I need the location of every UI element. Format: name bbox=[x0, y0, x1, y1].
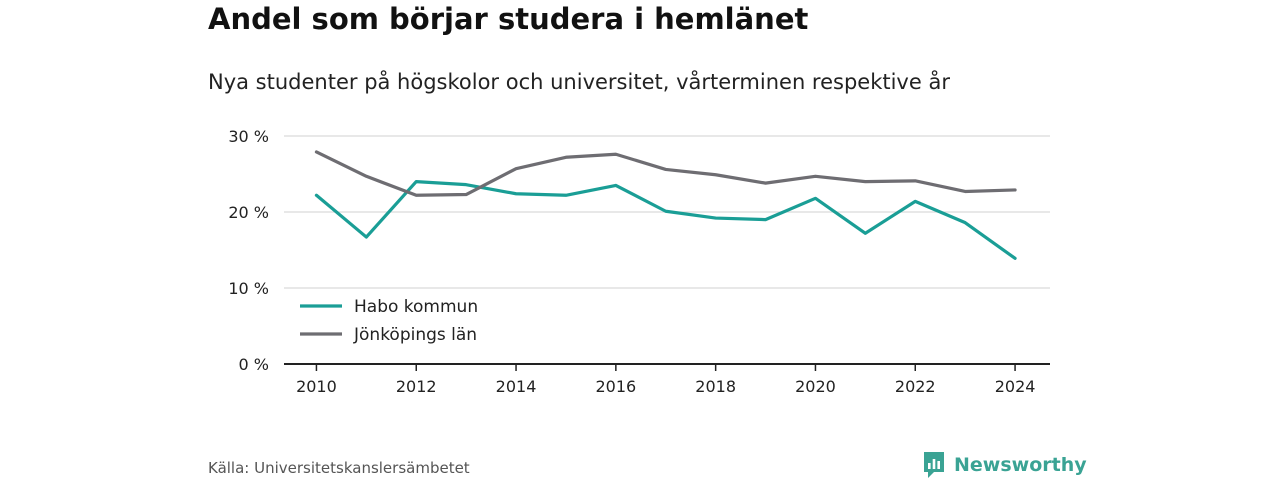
brand-name: Newsworthy bbox=[954, 454, 1087, 476]
series-line-jonkoping bbox=[314, 150, 1017, 197]
x-tick-label: 2022 bbox=[895, 377, 936, 396]
x-tick-label: 2016 bbox=[595, 377, 636, 396]
series-line-habo bbox=[314, 180, 1017, 260]
x-tick-label: 2012 bbox=[396, 377, 437, 396]
brand-logo: Newsworthy bbox=[922, 450, 1087, 480]
bar-chart-speech-icon bbox=[924, 452, 944, 478]
legend-label: Habo kommun bbox=[354, 297, 478, 317]
chart-subtitle: Nya studenter på högskolor och universit… bbox=[208, 70, 950, 94]
series-lines bbox=[314, 150, 1017, 260]
x-axis-labels: 2010 2012 2014 2016 2018 2020 2022 2024 bbox=[296, 377, 1035, 396]
source-note: Källa: Universitetskanslersämbetet bbox=[208, 459, 470, 477]
x-tick-label: 2010 bbox=[296, 377, 337, 396]
x-tick-label: 2014 bbox=[496, 377, 537, 396]
y-tick-label: 30 % bbox=[228, 127, 269, 146]
legend-label: Jönköpings län bbox=[353, 325, 477, 345]
legend: Habo kommun Jönköpings län bbox=[300, 297, 478, 345]
chart-title: Andel som börjar studera i hemlänet bbox=[208, 2, 809, 36]
y-axis-labels: 0 % 10 % 20 % 30 % bbox=[228, 127, 269, 374]
y-tick-label: 0 % bbox=[239, 355, 269, 374]
y-tick-label: 10 % bbox=[228, 279, 269, 298]
x-tick-label: 2020 bbox=[795, 377, 836, 396]
y-tick-label: 20 % bbox=[228, 203, 269, 222]
x-tick-label: 2024 bbox=[995, 377, 1036, 396]
x-tick-label: 2018 bbox=[695, 377, 736, 396]
